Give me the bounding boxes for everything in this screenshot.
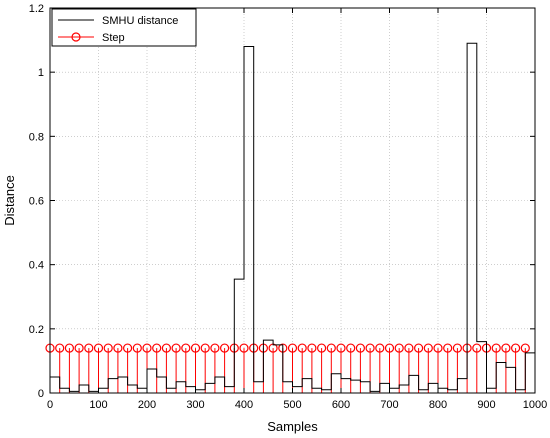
- y-tick-label: 0.6: [29, 196, 44, 208]
- step-marker: [297, 343, 307, 353]
- x-tick-label: 100: [89, 399, 107, 411]
- step-marker: [142, 343, 152, 353]
- y-tick-label: 0: [38, 388, 44, 400]
- x-tick-label: 0: [47, 399, 53, 411]
- step-marker: [93, 343, 104, 353]
- y-tick-label: 0.2: [29, 324, 44, 336]
- step-marker: [346, 343, 356, 353]
- step-marker: [520, 343, 530, 353]
- step-marker: [161, 343, 171, 353]
- step-marker: [491, 343, 501, 353]
- step-marker: [181, 343, 191, 353]
- step-marker: [336, 343, 346, 353]
- step-marker: [355, 343, 365, 353]
- step-marker: [239, 343, 249, 353]
- step-marker: [423, 343, 433, 353]
- step-marker: [404, 343, 414, 353]
- x-tick-label: 800: [429, 399, 447, 411]
- y-tick-label: 0.4: [29, 260, 44, 272]
- smhu-line: [50, 42, 535, 392]
- x-tick-label: 1000: [523, 399, 547, 411]
- x-tick-label: 900: [477, 399, 495, 411]
- step-marker: [287, 343, 298, 353]
- step-marker: [171, 343, 181, 353]
- step-marker: [132, 343, 142, 353]
- step-marker: [210, 343, 220, 353]
- x-tick-label: 700: [380, 399, 398, 411]
- legend: SMHU distance Step: [51, 8, 197, 47]
- step-marker: [433, 343, 443, 353]
- x-tick-label: 500: [283, 399, 301, 411]
- step-marker: [414, 343, 424, 353]
- step-marker: [443, 343, 453, 353]
- step-marker: [200, 343, 210, 353]
- y-axis-label: Distance: [2, 175, 17, 226]
- y-tick-label: 0.8: [29, 131, 44, 143]
- x-tick-label: 400: [235, 399, 253, 411]
- legend-box: [51, 8, 197, 47]
- step-marker: [190, 343, 201, 353]
- step-marker: [113, 343, 123, 353]
- step-marker: [74, 343, 84, 353]
- x-axis-label: Samples: [267, 419, 318, 434]
- step-marker: [452, 343, 462, 353]
- step-marker: [384, 343, 395, 353]
- legend-label-smhu: SMHU distance: [102, 15, 178, 27]
- x-tick-label: 200: [138, 399, 156, 411]
- smhu-series: [50, 42, 535, 392]
- step-marker: [472, 343, 482, 353]
- step-marker: [220, 343, 230, 353]
- step-marker: [55, 343, 65, 353]
- step-marker: [152, 343, 162, 353]
- step-marker: [317, 343, 327, 353]
- legend-label-step: Step: [102, 32, 125, 44]
- x-tick-label: 600: [332, 399, 350, 411]
- step-marker: [510, 343, 521, 353]
- legend-marker-step: [71, 32, 81, 42]
- y-tick-label: 1.2: [29, 3, 44, 15]
- y-tick-label: 1: [38, 67, 44, 79]
- step-marker: [84, 343, 94, 353]
- step-marker: [501, 343, 511, 353]
- step-marker: [375, 343, 385, 353]
- step-marker: [64, 343, 75, 353]
- step-marker: [103, 343, 113, 353]
- step-marker: [394, 343, 404, 353]
- x-tick-label: 300: [186, 399, 204, 411]
- step-marker: [122, 343, 133, 353]
- step-marker: [326, 343, 336, 353]
- axis-ticks: 0 100 200 300 400 500 600 700 800 900 1000 0 0.2 0.4 0…: [29, 3, 548, 411]
- step-marker: [307, 343, 317, 353]
- step-marker: [365, 343, 375, 353]
